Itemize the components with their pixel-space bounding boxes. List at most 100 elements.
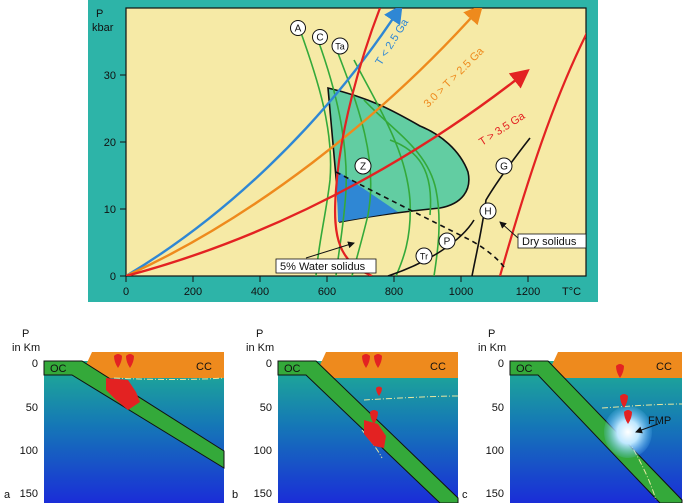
curve-label-z: Z [354, 157, 372, 175]
section-a: P in Km 0 50 100 150 OC CC a [4, 328, 225, 503]
section-b-droplet [362, 354, 370, 368]
section-c-droplet [620, 394, 628, 408]
section-b: P in Km 0 50 100 150 OC CC b [232, 328, 459, 503]
x-tick-label: 1000 [449, 286, 473, 298]
dashed-curve [335, 171, 507, 271]
section-c-tick: 150 [486, 488, 504, 500]
svg-text:C: C [316, 33, 323, 44]
label-dry-solidus: Dry solidus [522, 236, 577, 248]
section-a-axis-unit: in Km [12, 342, 40, 354]
wet-solidus-pointer [305, 241, 355, 259]
curve-label-ta: Ta [331, 37, 349, 55]
section-b-continent [314, 352, 458, 378]
section-a-axis-p: P [22, 328, 29, 340]
section-a-slab [43, 360, 225, 469]
x-tick-label: 1200 [516, 286, 540, 298]
curve-label-a: A [290, 20, 306, 36]
section-b-tick: 0 [266, 358, 272, 370]
blue-field [336, 170, 398, 222]
x-tick-label: 0 [123, 286, 129, 298]
y-tick-label: 30 [104, 70, 116, 82]
section-b-tick: 100 [254, 445, 272, 457]
x-tick-label: 600 [318, 286, 336, 298]
svg-text:Tr: Tr [420, 252, 428, 262]
section-c-tick: 0 [498, 358, 504, 370]
label-wet-solidus: 5% Water solidus [280, 261, 366, 273]
x-axis-title: T°C [562, 286, 581, 298]
curve-label-p: P [438, 232, 456, 250]
section-a-droplet [126, 354, 134, 368]
section-b-droplet [376, 386, 382, 396]
y-axis-title-kbar: kbar [92, 22, 114, 34]
svg-text:H: H [484, 207, 491, 218]
curve-h [387, 219, 475, 276]
geotherm-blue [126, 8, 403, 276]
geotherm-orange [126, 8, 484, 276]
section-c-droplet [616, 364, 624, 378]
section-c: P in Km 0 50 100 150 FMP OC CC c [462, 328, 683, 503]
section-a-mantle [44, 361, 224, 503]
section-a-letter: a [4, 489, 11, 501]
svg-text:Z: Z [360, 162, 366, 173]
y-axis-title-p: P [96, 8, 103, 20]
curve-label-tr: Tr [415, 247, 433, 265]
section-b-axis-p: P [256, 328, 263, 340]
section-a-tick: 50 [26, 402, 38, 414]
section-c-axis-unit: in Km [478, 342, 506, 354]
section-c-oc-label: OC [516, 363, 533, 375]
section-a-isotherm [113, 377, 225, 380]
section-b-cc-label: CC [430, 361, 446, 373]
section-b-oc-label: OC [284, 363, 301, 375]
dry-solidus-box [517, 233, 587, 249]
wet-solidus-box [275, 258, 377, 274]
section-b-isotherm [363, 395, 459, 401]
section-c-isotherm [627, 439, 657, 501]
section-a-tick: 100 [20, 445, 38, 457]
dry-solidus-pointer [499, 221, 519, 239]
section-a-melt [106, 378, 140, 410]
section-c-cc-label: CC [656, 361, 672, 373]
dehydration-curves [299, 29, 440, 276]
section-b-melt [364, 420, 386, 448]
section-b-letter: b [232, 489, 238, 501]
section-a-oc-label: OC [50, 363, 67, 375]
y-tick-label: 0 [110, 271, 116, 283]
section-a-droplet [114, 354, 122, 368]
section-b-axis-unit: in Km [246, 342, 274, 354]
section-c-fmp-label: FMP [648, 415, 671, 427]
section-b-droplet [374, 354, 382, 368]
wet-solidus-curve [333, 8, 382, 276]
x-tick-label: 400 [251, 286, 269, 298]
y-axis-ticks [120, 74, 126, 277]
section-a-tick: 0 [32, 358, 38, 370]
curve-label-h: H [479, 202, 497, 220]
section-c-droplet [624, 410, 632, 424]
section-c-tick: 50 [492, 402, 504, 414]
svg-text:G: G [500, 162, 508, 173]
y-tick-label: 10 [104, 204, 116, 216]
pt-diagram: A C Ta Z G H P Tr T < 2.5 Ga 3.0 > T > 2… [88, 0, 598, 302]
curve-label-g: G [495, 157, 513, 175]
dry-solidus-curve [498, 32, 586, 276]
svg-text:A: A [295, 24, 302, 35]
section-a-cc-label: CC [196, 361, 212, 373]
section-c-fmp-pointer [635, 423, 659, 434]
section-c-fmp-zone [604, 406, 652, 458]
section-b-droplet [370, 410, 378, 424]
section-c-axis-p: P [488, 328, 495, 340]
section-a-tick: 150 [20, 488, 38, 500]
section-c-letter: c [462, 489, 468, 501]
svg-text:P: P [444, 237, 451, 248]
x-axis-ticks [125, 276, 529, 282]
section-b-tick: 50 [260, 402, 272, 414]
svg-text:Ta: Ta [335, 42, 345, 52]
x-tick-label: 800 [385, 286, 403, 298]
section-c-tick: 100 [486, 445, 504, 457]
geotherm-red [126, 69, 530, 276]
curve-label-c: C [312, 29, 328, 45]
x-tick-label: 200 [184, 286, 202, 298]
y-tick-label: 20 [104, 137, 116, 149]
section-b-tick: 150 [254, 488, 272, 500]
section-c-continent [546, 352, 682, 378]
